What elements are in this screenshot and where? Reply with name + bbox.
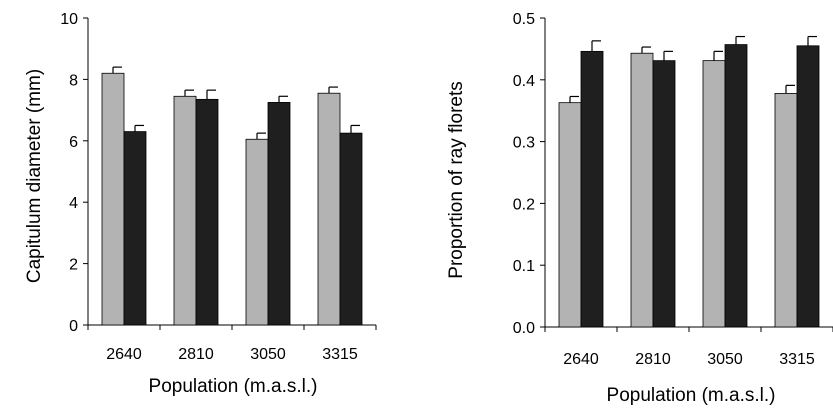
xlabel-population-left: Population (m.a.s.l.) — [149, 376, 318, 397]
y-tick-label: 0.2 — [513, 196, 535, 213]
bar — [652, 60, 676, 328]
bar — [774, 92, 798, 328]
x-tick-label: 3050 — [707, 351, 743, 368]
ray-florets-proportion-chart: Proportion of ray florets Population (m.… — [446, 11, 833, 406]
x-tick-label: 3050 — [250, 346, 286, 363]
y-tick-label: 0.4 — [513, 73, 535, 90]
bar — [630, 52, 654, 328]
bar — [796, 45, 820, 328]
y-tick-label: 0.5 — [513, 11, 535, 28]
bar — [339, 132, 363, 326]
capitulum-diameter-chart: Capitulum diameter (mm) Population (m.a.… — [24, 11, 377, 397]
x-tick-label: 2810 — [635, 351, 671, 368]
x-tick-label: 2810 — [178, 346, 214, 363]
y-tick-label: 8 — [69, 72, 78, 89]
bar — [101, 72, 125, 326]
ylabel-capitulum-diameter: Capitulum diameter (mm) — [24, 69, 45, 283]
ylabel-proportion-ray-florets: Proportion of ray florets — [446, 81, 467, 278]
y-tick-label: 10 — [60, 11, 78, 28]
x-tick-label: 2640 — [563, 351, 599, 368]
bar — [702, 60, 726, 328]
y-tick-label: 2 — [69, 257, 78, 274]
bar — [580, 50, 604, 328]
x-tick-label: 3315 — [322, 346, 358, 363]
y-tick-label: 0.1 — [513, 258, 535, 275]
y-tick-label: 0.3 — [513, 135, 535, 152]
bar — [558, 102, 582, 328]
bar — [267, 102, 291, 326]
y-tick-label: 6 — [69, 134, 78, 151]
x-tick-label: 2640 — [106, 346, 142, 363]
bar — [245, 138, 269, 326]
x-tick-label: 3315 — [779, 351, 815, 368]
xlabel-population-right: Population (m.a.s.l.) — [607, 385, 776, 406]
bar — [173, 95, 197, 326]
bar — [317, 92, 341, 326]
y-tick-label: 0.0 — [513, 320, 535, 337]
bar — [195, 98, 219, 326]
y-tick-label: 0 — [69, 318, 78, 335]
bar — [724, 44, 748, 328]
bar — [123, 131, 147, 326]
y-tick-label: 4 — [69, 195, 78, 212]
